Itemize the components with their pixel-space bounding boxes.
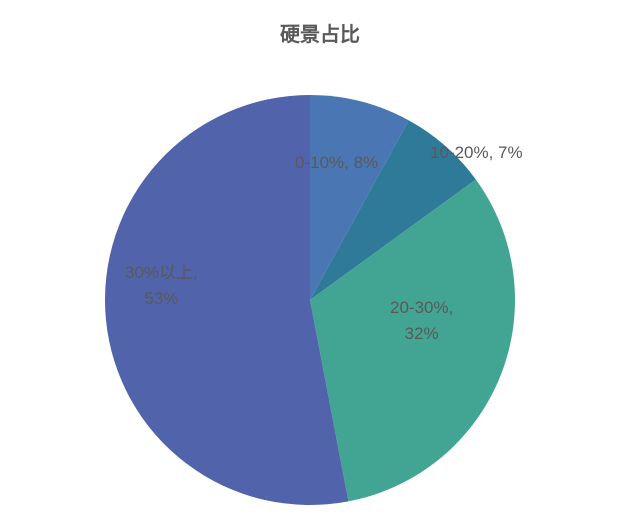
pie-chart-svg <box>0 0 640 521</box>
slice-label-20-30%: 20-30%, 32% <box>390 295 453 346</box>
slice-label-0-10%: 0-10%, 8% <box>295 150 378 176</box>
slice-label-10-20%: 10-20%, 7% <box>430 140 523 166</box>
pie-chart-container: 硬景占比 克而瑞 0-10%, 8%10-20%, 7%20-30%, 32%3… <box>0 0 640 521</box>
slice-label-30%以上: 30%以上, 53% <box>125 260 198 311</box>
